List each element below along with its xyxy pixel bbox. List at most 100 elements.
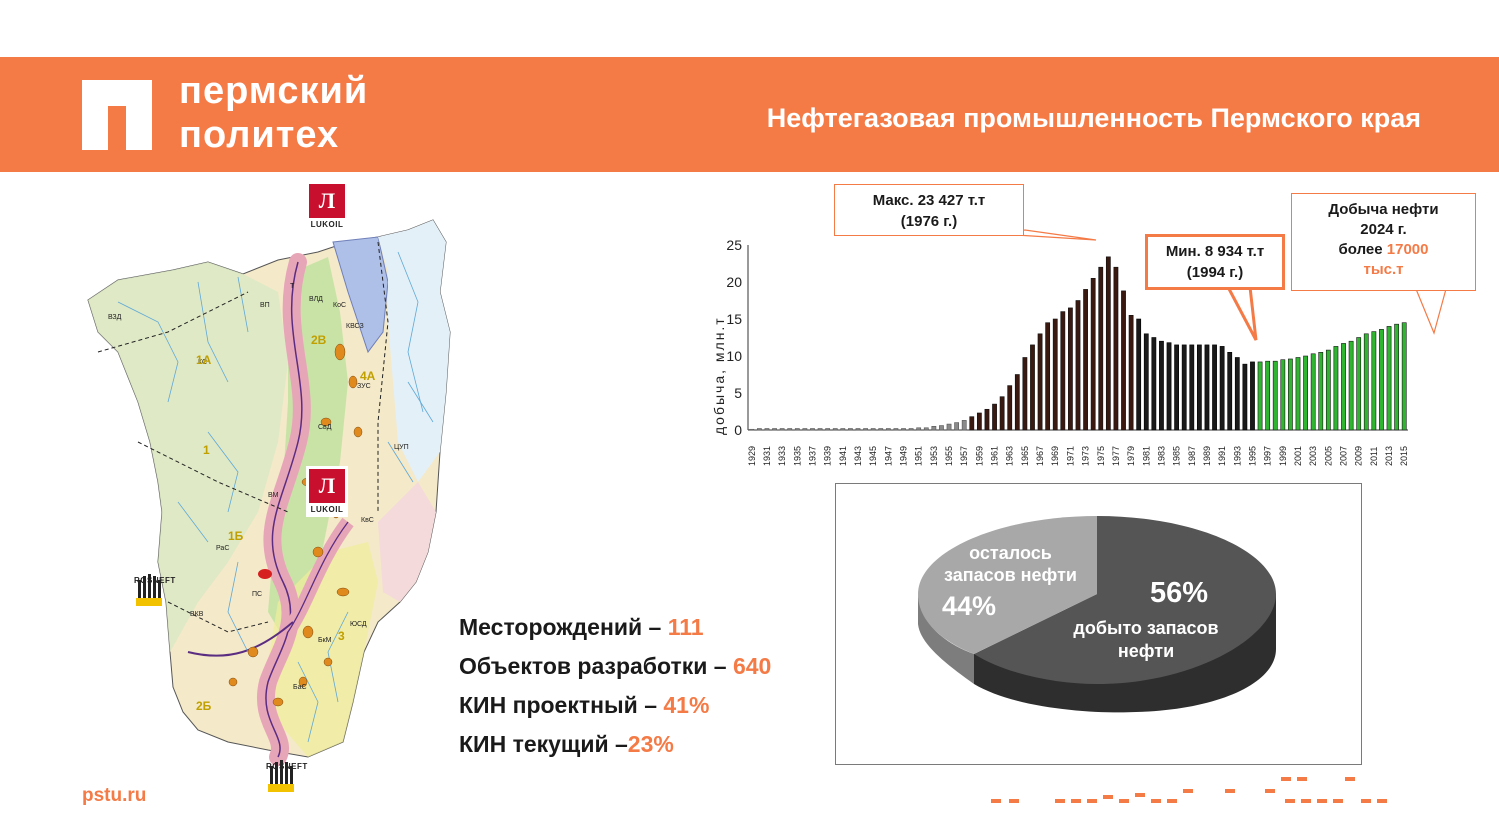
lukoil-logo-top: Л LUKOIL (309, 184, 345, 229)
field-statistics: Месторождений – 111 Объектов разработки … (459, 608, 771, 764)
pie-mined-pct: 56% (1150, 577, 1209, 609)
bar-2004 (1318, 352, 1324, 431)
production-2024-callout: Добыча нефти 2024 г. более 17000 тыс.т (1291, 193, 1476, 291)
x-tick-label: 1941 (838, 446, 848, 466)
x-tick-label: 1943 (853, 446, 863, 466)
map-label-1a: 1А (196, 353, 212, 367)
x-tick-label: 1997 (1263, 446, 1273, 466)
map-label-yusd: ЮСД (350, 621, 367, 628)
bar-1932 (772, 428, 777, 431)
bar-1937 (810, 428, 815, 431)
x-tick-label: 1991 (1217, 446, 1227, 466)
pstu-logo-text[interactable]: пермский политех (179, 69, 368, 157)
bar-1961 (992, 403, 997, 431)
production-line2: 2024 г. (1360, 221, 1407, 238)
bar-1978 (1121, 290, 1126, 431)
site-link[interactable]: pstu.ru (82, 785, 147, 806)
y-axis-label: добыча, млн.т (711, 316, 727, 435)
map-label-vm: ВМ (268, 492, 279, 499)
x-tick-label: 1967 (1035, 446, 1045, 466)
x-tick-label: 1947 (883, 446, 893, 466)
max-callout-line2: (1976 г.) (900, 213, 958, 230)
bar-1966 (1030, 344, 1035, 431)
map-label-ps: ПС (252, 591, 262, 598)
bar-1940 (832, 428, 838, 431)
bar-1975 (1098, 266, 1104, 431)
logo-line-1: пермский (179, 70, 369, 112)
bar-1960 (984, 408, 990, 431)
x-tick-label: 1959 (974, 446, 984, 466)
bar-1936 (802, 428, 808, 431)
bar-2009 (1356, 337, 1362, 431)
bar-1945 (870, 428, 876, 431)
map-label-vzd: ВЗД (108, 314, 122, 321)
stat-fields: Месторождений – 111 (459, 608, 771, 647)
bar-2014 (1394, 323, 1400, 431)
x-tick-label: 1981 (1141, 446, 1151, 466)
map-label-kvs: КвС (361, 517, 374, 524)
x-tick-label: 1979 (1126, 446, 1136, 466)
bar-1991 (1219, 346, 1225, 431)
production-line1: Добыча нефти (1328, 201, 1439, 218)
stat-value: 41% (663, 692, 710, 718)
x-tick-label: 1999 (1278, 446, 1288, 466)
max-callout-line1: Макс. 23 427 т.т (872, 192, 986, 209)
bar-1982 (1151, 337, 1157, 431)
pie-remaining-label: осталось запасов нефти (944, 542, 1077, 586)
bar-1971 (1068, 307, 1073, 431)
bar-1957 (961, 420, 967, 431)
bar-1965 (1022, 357, 1028, 431)
x-tick-label: 1989 (1202, 446, 1212, 466)
x-tick-label: 1935 (792, 446, 802, 466)
bar-1973 (1083, 289, 1088, 431)
map-label-zus: ЗУС (357, 383, 371, 390)
x-tick-label: 1951 (914, 446, 924, 466)
bar-1989 (1204, 344, 1210, 431)
bar-1956 (954, 422, 959, 431)
pstu-logo-icon[interactable] (82, 80, 152, 150)
bar-1934 (787, 428, 793, 431)
stat-label: Объектов разработки – (459, 653, 733, 679)
pie-remaining-label-line2: запасов нефти (944, 565, 1077, 585)
bar-1976 (1105, 256, 1111, 431)
map-label-1: 1 (203, 443, 210, 457)
bar-1939 (825, 428, 831, 431)
bar-1987 (1189, 344, 1195, 431)
map-label-3: 3 (338, 629, 345, 643)
x-tick-label: 1945 (868, 446, 878, 466)
x-tick-label: 1963 (1005, 446, 1015, 466)
bar-1955 (946, 423, 952, 431)
bar-1994 (1242, 363, 1248, 431)
bar-2000 (1288, 358, 1293, 431)
x-tick-label: 1955 (944, 446, 954, 466)
bar-1970 (1060, 311, 1066, 431)
y-tick-label: 25 (726, 237, 742, 253)
page-title: Нефтегазовая промышленность Пермского кр… (766, 103, 1421, 133)
x-tick-label: 1933 (777, 446, 787, 466)
stat-value: 640 (732, 653, 772, 679)
bar-1952 (923, 427, 929, 431)
stat-kin-current: КИН текущий –23% (459, 725, 771, 764)
x-tick-label: 1949 (899, 446, 909, 466)
map-label-vp: ВП (260, 302, 270, 309)
bar-2008 (1348, 340, 1354, 431)
x-tick-label: 2011 (1369, 447, 1379, 466)
x-tick-label: 1973 (1081, 446, 1091, 466)
map-label-ras: РаС (216, 545, 229, 552)
production-unit: тыс.т (1363, 261, 1404, 278)
bar-1997 (1265, 360, 1271, 431)
y-tick-label: 20 (726, 274, 742, 290)
map-label-vkv: ВКВ (190, 611, 204, 618)
map-label-kos: КоС (333, 302, 346, 309)
bar-1979 (1128, 315, 1134, 431)
bar-2003 (1310, 353, 1316, 431)
bar-2007 (1341, 343, 1346, 431)
lukoil-caption-top: LUKOIL (310, 220, 344, 229)
y-tick-label: 5 (734, 385, 742, 401)
bar-1944 (863, 428, 868, 431)
x-tick-label: 1975 (1096, 446, 1106, 466)
x-tick-label: 1957 (959, 446, 969, 466)
y-tick-label: 0 (734, 422, 742, 438)
map-label-2b: 2Б (196, 699, 212, 713)
stat-label: КИН текущий – (459, 731, 628, 757)
